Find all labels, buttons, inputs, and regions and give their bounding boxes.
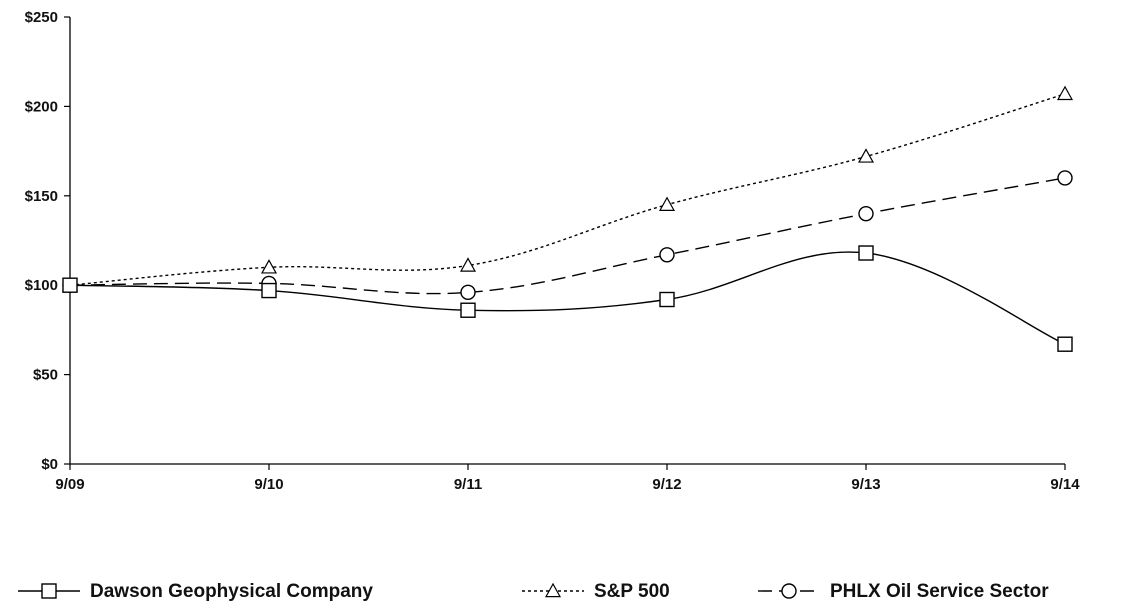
data-point-circle: [460, 284, 476, 301]
legend-item-phlx-oil-service-sector: PHLX Oil Service Sector: [758, 581, 1049, 602]
x-tick-label: 9/13: [851, 476, 880, 493]
x-tick-label: 9/09: [55, 476, 84, 493]
data-point-triangle: [857, 148, 875, 163]
data-point-circle: [858, 205, 874, 222]
x-axis-tick-labels: 9/09 9/10 9/11 9/12 9/13 9/14: [55, 464, 1080, 493]
series-line-sandp-500: [69, 93, 1066, 286]
data-point-square: [62, 277, 78, 293]
legend-item-dawson-geophysical-company: Dawson Geophysical Company: [18, 581, 373, 602]
y-tick-label: $250: [25, 9, 58, 26]
y-tick-label: $150: [25, 188, 58, 205]
data-point-square: [460, 302, 476, 318]
series-phlx-oil-service-sector: [62, 170, 1073, 301]
series-line-dawson-geophysical-company: [69, 251, 1066, 345]
legend-label: PHLX Oil Service Sector: [830, 581, 1049, 602]
y-tick-label: $200: [25, 98, 58, 115]
series-dawson-geophysical-company: [62, 245, 1073, 352]
legend-marker-square: [41, 583, 57, 599]
data-point-square: [659, 291, 675, 308]
data-point-square: [858, 245, 874, 261]
legend-marker-circle: [781, 583, 797, 599]
y-tick-label: $0: [41, 456, 58, 473]
x-tick-label: 9/10: [254, 476, 283, 493]
data-point-triangle: [1056, 85, 1074, 101]
series-sandp-500: [61, 85, 1074, 292]
y-axis-tick-labels: $0 $50 $100 $150 $200 $250: [25, 9, 70, 473]
x-tick-label: 9/14: [1050, 476, 1080, 493]
y-tick-label: $50: [33, 367, 58, 384]
x-tick-label: 9/12: [652, 476, 681, 493]
series-lines: [61, 85, 1074, 352]
legend-label: S&P 500: [594, 581, 670, 602]
y-tick-label: $100: [25, 277, 58, 294]
data-point-circle: [1057, 170, 1073, 186]
legend-item-sandp-500: S&P 500: [522, 581, 670, 602]
data-point-triangle: [260, 259, 278, 274]
legend-marker-triangle: [544, 582, 562, 598]
data-point-square: [1057, 336, 1073, 352]
legend: Dawson Geophysical Company S&P 500 PHLX Oi…: [18, 581, 1049, 602]
data-point-triangle: [658, 196, 676, 211]
data-point-triangle: [459, 257, 477, 272]
legend-label: Dawson Geophysical Company: [90, 581, 373, 602]
data-point-square: [261, 282, 277, 299]
data-point-circle: [659, 247, 675, 263]
axes: [69, 17, 1065, 465]
series-line-phlx-oil-service-sector: [69, 177, 1066, 295]
x-tick-label: 9/11: [454, 476, 482, 493]
